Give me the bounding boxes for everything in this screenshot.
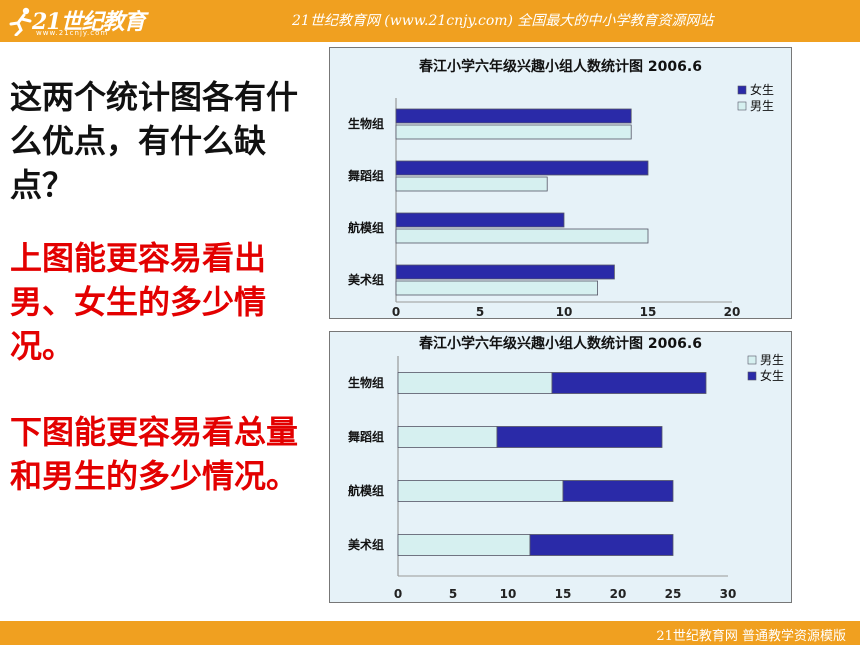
bar-female: [395, 108, 632, 124]
bottom-banner: 21世纪教育网 普通教学资源模版: [0, 621, 860, 645]
question-text: 这两个统计图各有什么优点，有什么缺点？: [10, 78, 299, 204]
category-label: 航模组: [348, 220, 384, 235]
x-tick-label: 0: [392, 305, 400, 318]
legend-label: 女生: [760, 368, 784, 383]
chart-title: 春江小学六年级兴趣小组人数统计图 2006.6: [419, 336, 702, 352]
category-label: 美术组: [348, 272, 384, 287]
x-tick-label: 20: [724, 305, 741, 318]
bar-female: [395, 264, 615, 280]
bar-female: [551, 372, 707, 394]
runner-icon: [9, 7, 32, 36]
category-label: 舞蹈组: [347, 429, 384, 444]
legend-label: 男生: [750, 99, 774, 113]
category-label: 生物组: [348, 116, 384, 131]
logo-text: 21世纪教育: [32, 9, 146, 35]
bar-male: [395, 124, 632, 140]
bar-male: [397, 480, 564, 502]
legend-label: 男生: [760, 353, 784, 367]
bar-male: [395, 280, 599, 296]
bar-female: [395, 212, 565, 228]
clustered-bar-chart: 春江小学六年级兴趣小组人数统计图 2006.6 0 5 10 15 20 生物组舞蹈组航模…: [329, 47, 792, 319]
x-tick-label: 0: [394, 587, 402, 601]
bar-female: [529, 534, 674, 556]
answer-bottom-chart: 下图能更容易看总量和男生的多少情况。: [10, 413, 299, 495]
bar-female: [496, 426, 663, 448]
footer-text: 21世纪教育网 普通教学资源模版: [656, 629, 846, 644]
category-label: 航模组: [348, 483, 384, 498]
bar-male: [395, 176, 548, 192]
x-tick-label: 10: [556, 305, 573, 318]
category-label: 舞蹈组: [347, 168, 384, 183]
x-tick-label: 5: [449, 587, 457, 601]
bar-male: [397, 426, 498, 448]
legend-swatch: [737, 101, 747, 111]
header-slogan: 21世纪教育网 (www.21cnjy.com) 全国最大的中小学教育资源网站: [292, 13, 714, 29]
top-banner: 21世纪教育 www.21cnjy.com 21世纪教育网 (www.21cnj…: [0, 0, 860, 42]
x-tick-label: 5: [476, 305, 484, 318]
site-logo[interactable]: 21世纪教育 www.21cnjy.com: [6, 2, 146, 40]
logo-url: www.21cnjy.com: [36, 29, 109, 37]
x-tick-label: 15: [555, 587, 572, 601]
x-tick-label: 25: [665, 587, 682, 601]
bar-female: [562, 480, 674, 502]
x-tick-label: 15: [640, 305, 657, 318]
bar-male: [397, 534, 531, 556]
legend-label: 女生: [750, 82, 774, 97]
chart-title: 春江小学六年级兴趣小组人数统计图 2006.6: [419, 59, 702, 75]
legend-swatch: [747, 371, 757, 381]
x-tick-label: 30: [720, 587, 737, 601]
bar-male: [397, 372, 553, 394]
bar-female: [395, 160, 649, 176]
x-tick-label: 10: [500, 587, 517, 601]
category-label: 美术组: [348, 537, 384, 552]
x-tick-label: 20: [610, 587, 627, 601]
answer-top-chart: 上图能更容易看出男、女生的多少情况。: [10, 239, 267, 365]
legend-swatch: [747, 355, 757, 365]
category-label: 生物组: [348, 375, 384, 390]
bar-male: [395, 228, 649, 244]
stacked-bar-chart: 春江小学六年级兴趣小组人数统计图 2006.6 0 5 10 15 20 25 30 生物组舞…: [329, 331, 792, 603]
legend-swatch: [737, 85, 747, 95]
